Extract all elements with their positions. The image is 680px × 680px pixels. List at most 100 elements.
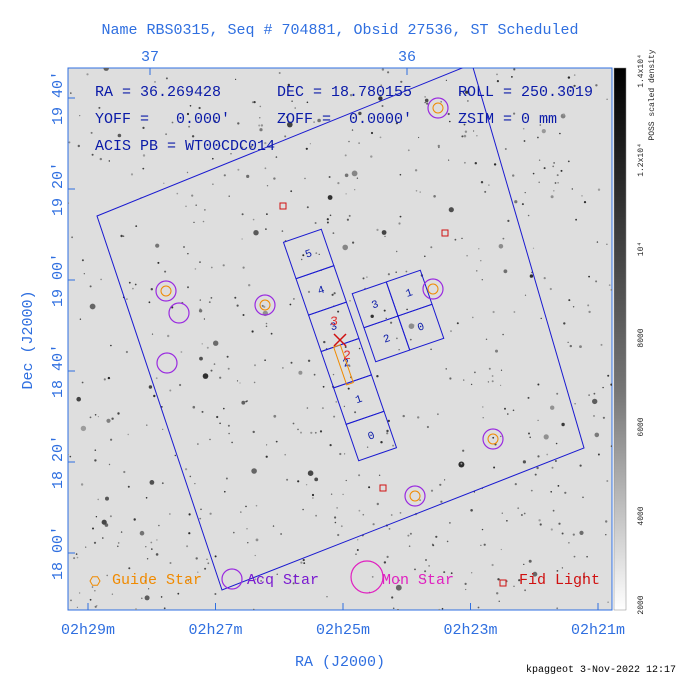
star [454, 238, 457, 241]
top-tick-label: 37 [141, 49, 159, 66]
field-outline [96, 68, 585, 591]
star [395, 122, 398, 125]
star [102, 537, 104, 539]
star [549, 287, 552, 291]
star [241, 238, 243, 240]
star [189, 105, 192, 107]
star [342, 244, 349, 251]
star [351, 129, 354, 131]
star [358, 347, 361, 350]
star [216, 415, 219, 419]
star [425, 559, 427, 561]
star [219, 422, 221, 425]
star [203, 87, 206, 90]
star [318, 253, 320, 255]
star [569, 344, 572, 348]
star [225, 477, 228, 480]
star [260, 124, 264, 127]
star [68, 141, 71, 144]
star [259, 117, 261, 119]
star [223, 174, 226, 177]
star [273, 177, 276, 180]
star [146, 558, 149, 560]
star [117, 545, 119, 548]
star [418, 136, 420, 139]
star [334, 516, 337, 519]
star [239, 382, 241, 384]
star [134, 283, 137, 286]
star [169, 562, 172, 564]
star [370, 155, 373, 158]
star [331, 293, 334, 296]
star [592, 398, 598, 405]
star [593, 392, 596, 395]
star [192, 405, 196, 409]
star [351, 170, 358, 177]
star [443, 571, 446, 574]
star [193, 221, 195, 223]
star [76, 556, 79, 559]
star [408, 545, 411, 547]
star [210, 297, 213, 299]
star [362, 277, 365, 280]
star [188, 513, 191, 516]
star [110, 438, 113, 441]
star [199, 308, 201, 310]
star [255, 538, 259, 542]
star [450, 572, 453, 575]
star [108, 463, 111, 466]
star [380, 84, 383, 87]
star [478, 248, 480, 250]
star [392, 444, 395, 447]
star [387, 419, 390, 423]
star [306, 206, 309, 209]
star [97, 416, 99, 418]
star [556, 174, 559, 177]
star [230, 153, 232, 155]
star [384, 235, 386, 238]
star [492, 310, 495, 314]
star [280, 533, 282, 535]
star [313, 121, 315, 123]
star [337, 310, 340, 313]
star [70, 92, 72, 94]
legend-label: Mon Star [382, 572, 454, 589]
info-roll: ROLL = 250.3019 [458, 84, 593, 101]
star [482, 406, 484, 408]
star [340, 525, 343, 528]
colorbar-title: POSS scaled density [648, 49, 657, 140]
star [437, 413, 439, 416]
star [606, 243, 608, 245]
star [381, 68, 385, 71]
star [265, 325, 268, 328]
star [165, 133, 168, 136]
star [167, 334, 170, 338]
star [73, 557, 76, 560]
star [395, 271, 398, 274]
colorbar-label: 2000 [637, 595, 646, 614]
star [379, 136, 382, 139]
star [368, 486, 371, 489]
star [529, 436, 531, 439]
star [487, 381, 490, 383]
star [155, 377, 158, 380]
star [70, 599, 72, 602]
star [550, 405, 555, 410]
legend-label: Guide Star [112, 572, 202, 589]
star [588, 394, 590, 396]
star [610, 289, 612, 291]
star [214, 593, 217, 595]
star [191, 194, 194, 197]
star [132, 287, 134, 290]
star [218, 144, 221, 147]
star [345, 193, 347, 195]
star [264, 359, 266, 362]
star [449, 522, 451, 524]
star [432, 544, 435, 547]
star [177, 575, 180, 578]
star [543, 434, 549, 440]
star [189, 475, 192, 478]
star [213, 120, 216, 123]
star [169, 513, 171, 515]
star [467, 100, 469, 102]
